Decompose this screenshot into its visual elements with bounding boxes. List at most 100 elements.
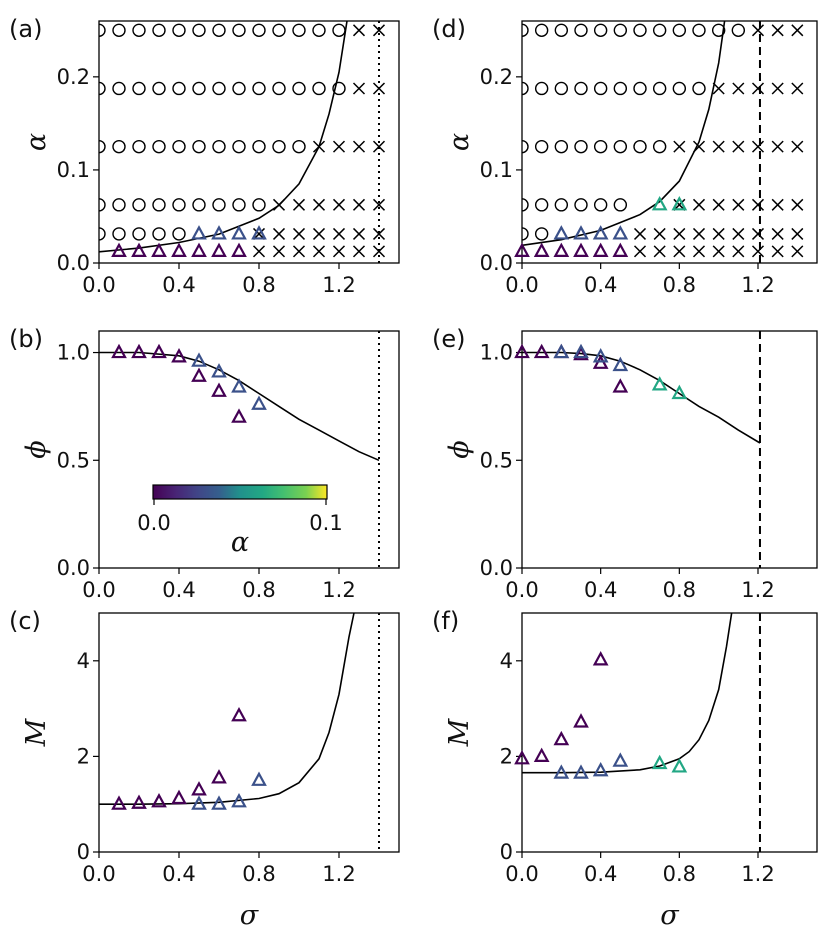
cross-marker bbox=[771, 198, 784, 211]
triangle-marker bbox=[111, 242, 127, 257]
cross-marker bbox=[332, 245, 346, 258]
plot-area bbox=[522, 21, 804, 263]
cross-marker bbox=[312, 227, 326, 240]
cross-marker bbox=[751, 198, 765, 211]
circle-marker bbox=[652, 139, 667, 154]
y-tick-label: 0.0 bbox=[480, 556, 513, 580]
cross-marker bbox=[372, 82, 386, 95]
cross-marker bbox=[732, 140, 745, 153]
triangle-marker bbox=[251, 771, 267, 786]
triangle-marker bbox=[671, 196, 688, 211]
circle-marker bbox=[232, 198, 246, 212]
cross-marker bbox=[372, 227, 386, 240]
x-tick-label: 0.4 bbox=[162, 862, 195, 886]
theory-curve bbox=[99, 21, 348, 253]
circle-marker bbox=[574, 139, 588, 154]
panel-label: (d) bbox=[432, 15, 466, 43]
circle-marker bbox=[212, 81, 226, 96]
y-tick-label: 0.5 bbox=[57, 448, 90, 472]
cross-marker bbox=[791, 227, 804, 240]
circle-marker bbox=[152, 81, 166, 96]
triangle-marker bbox=[191, 242, 207, 257]
triangle-marker bbox=[573, 225, 589, 240]
y-tick-label: 1.0 bbox=[480, 341, 513, 365]
circle-marker bbox=[192, 139, 206, 154]
cross-marker bbox=[692, 198, 706, 211]
triangle-marker bbox=[612, 356, 629, 372]
cross-marker bbox=[732, 198, 745, 211]
triangle-marker bbox=[553, 730, 570, 746]
cross-marker bbox=[372, 198, 386, 211]
triangle-marker bbox=[651, 376, 668, 391]
triangle-marker bbox=[514, 242, 530, 257]
cross-marker bbox=[352, 245, 366, 258]
triangle-marker bbox=[231, 408, 247, 423]
cross-marker bbox=[312, 245, 326, 258]
circle-marker bbox=[212, 23, 226, 38]
circle-marker bbox=[99, 23, 106, 38]
circle-marker bbox=[672, 81, 687, 96]
circle-marker bbox=[522, 139, 529, 154]
x-tick-label: 0.8 bbox=[242, 273, 275, 297]
axes-frame bbox=[98, 20, 400, 264]
theory-curve bbox=[99, 351, 380, 462]
circle-marker bbox=[172, 23, 186, 38]
plot-area bbox=[99, 21, 386, 263]
circle-marker bbox=[252, 81, 266, 96]
circle-marker bbox=[112, 198, 126, 212]
triangle-marker bbox=[514, 749, 530, 765]
triangle-marker bbox=[671, 758, 688, 773]
circle-marker bbox=[112, 81, 126, 96]
circle-marker bbox=[652, 23, 667, 38]
triangle-marker bbox=[211, 382, 227, 397]
triangle-marker bbox=[533, 747, 550, 763]
circle-marker bbox=[332, 23, 346, 38]
colorbar-tick-label-min: 0.0 bbox=[137, 511, 170, 535]
circle-marker bbox=[711, 23, 726, 38]
cross-marker bbox=[332, 198, 346, 211]
circle-marker bbox=[613, 198, 628, 212]
triangle-marker bbox=[251, 225, 267, 240]
circle-marker bbox=[312, 23, 326, 38]
circle-marker bbox=[272, 23, 286, 38]
cross-marker bbox=[372, 24, 386, 37]
triangle-marker bbox=[211, 795, 227, 810]
cross-marker bbox=[352, 82, 366, 95]
triangle-marker bbox=[251, 395, 267, 410]
triangle-marker bbox=[111, 343, 127, 359]
circle-marker bbox=[132, 227, 146, 241]
circle-marker bbox=[534, 198, 549, 212]
circle-marker bbox=[292, 81, 306, 96]
circle-marker bbox=[534, 23, 549, 38]
plot-area bbox=[99, 331, 380, 568]
triangle-marker bbox=[171, 242, 187, 257]
circle-marker bbox=[554, 139, 569, 154]
cross-marker bbox=[352, 24, 366, 37]
x-tick-label: 1.2 bbox=[741, 862, 774, 886]
cross-marker bbox=[732, 227, 745, 240]
y-axis-label: ϕ bbox=[444, 440, 475, 458]
x-tick-label: 0.4 bbox=[584, 578, 617, 602]
cross-marker bbox=[712, 198, 725, 211]
cross-marker bbox=[372, 140, 386, 153]
plot-area bbox=[522, 613, 761, 852]
circle-marker bbox=[212, 139, 226, 154]
circle-marker bbox=[574, 23, 588, 38]
circle-marker bbox=[554, 23, 569, 38]
circle-marker bbox=[212, 198, 226, 212]
triangle-marker bbox=[553, 225, 570, 240]
triangle-marker bbox=[592, 761, 609, 777]
circle-marker bbox=[252, 23, 266, 38]
triangle-marker bbox=[612, 242, 629, 257]
cross-marker bbox=[791, 198, 804, 211]
panel-5: 0.0 0.4 0.8 1.2 0.0 0.5 1.0 ϕ (e) bbox=[432, 325, 818, 602]
circle-marker bbox=[522, 227, 529, 241]
circle-marker bbox=[593, 139, 608, 154]
triangle-marker bbox=[612, 378, 629, 393]
triangle-marker bbox=[612, 225, 629, 240]
y-tick-label: 0.0 bbox=[480, 251, 513, 275]
circle-marker bbox=[192, 198, 206, 212]
panel-3: 0.0 0.4 0.8 1.2 0 2 4 Mσ (c) bbox=[9, 607, 400, 931]
triangle-marker bbox=[573, 713, 589, 728]
triangle-marker bbox=[171, 348, 187, 363]
